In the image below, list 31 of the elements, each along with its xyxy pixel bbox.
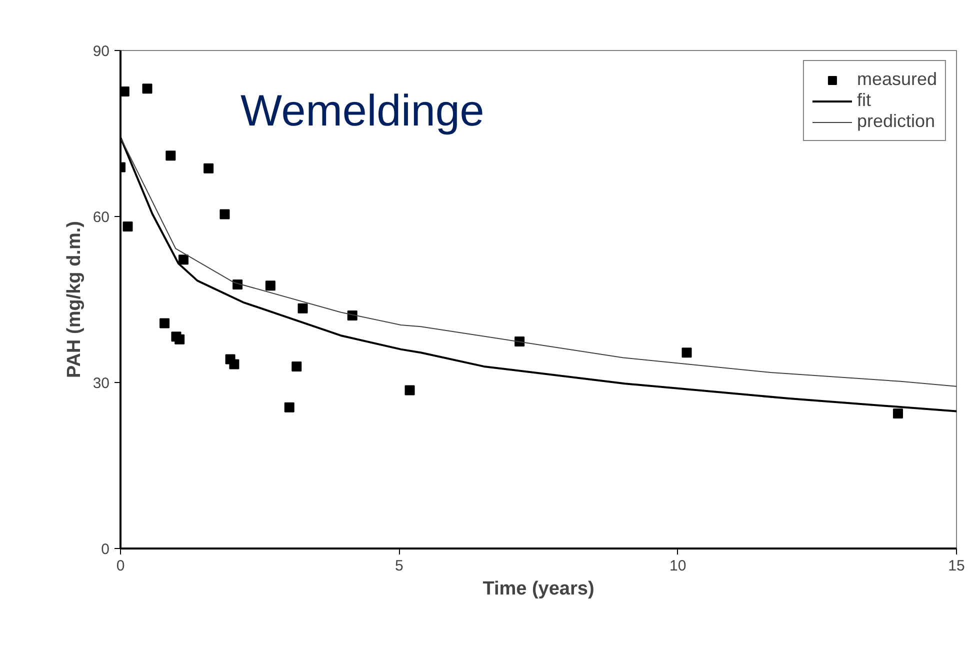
point — [166, 150, 176, 161]
legend-label: prediction — [856, 111, 935, 132]
y-tick-label: 0 — [101, 541, 110, 558]
y-tick-label: 90 — [92, 43, 110, 60]
point — [292, 361, 302, 372]
y-tick-label: 30 — [92, 375, 110, 392]
point — [174, 334, 185, 344]
point — [404, 385, 415, 396]
y-axis-title: PAH (mg/kg d.m.) — [64, 221, 85, 378]
x-tick-label: 5 — [394, 558, 404, 574]
y-tick-label: 60 — [92, 209, 110, 226]
point — [160, 318, 170, 328]
legend-label: fit — [856, 90, 872, 111]
x-axis-title: Time (years) — [482, 578, 594, 600]
point — [122, 221, 133, 232]
x-tick-label: 10 — [669, 558, 686, 574]
text: Wemeldinge — [240, 86, 484, 136]
point — [229, 359, 240, 370]
x-tick-label: 15 — [948, 558, 965, 574]
point — [298, 303, 308, 314]
point — [220, 209, 230, 220]
point — [892, 408, 903, 418]
point — [120, 86, 130, 96]
point — [142, 84, 152, 94]
legend-label: measured — [856, 69, 937, 90]
point — [204, 163, 214, 174]
point — [284, 402, 294, 412]
point — [682, 348, 692, 358]
x-tick-label: 0 — [116, 558, 125, 574]
point — [178, 254, 188, 265]
point — [265, 280, 276, 291]
